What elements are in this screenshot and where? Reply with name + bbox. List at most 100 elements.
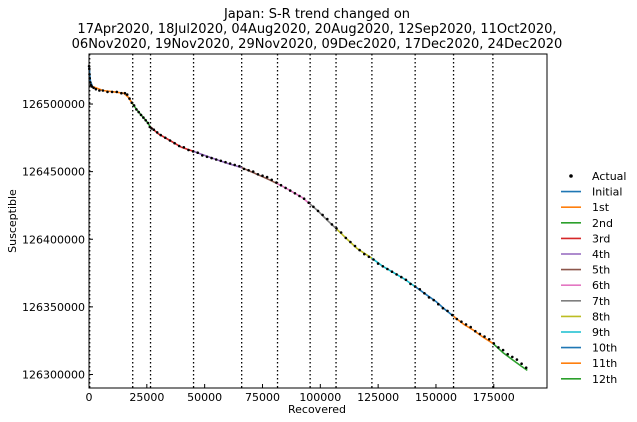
actual-point bbox=[265, 175, 269, 179]
legend-label-12th: 12th bbox=[592, 373, 617, 386]
actual-point bbox=[144, 119, 147, 122]
actual-point bbox=[177, 144, 181, 148]
y-tick-label: 126500000 bbox=[22, 98, 85, 111]
y-tick-label: 126400000 bbox=[22, 233, 85, 246]
legend-item-4th: 4th bbox=[561, 248, 610, 261]
legend-item-8th: 8th bbox=[561, 310, 610, 323]
actual-point bbox=[326, 217, 329, 221]
legend-label-10th: 10th bbox=[592, 342, 617, 355]
actual-point bbox=[381, 265, 385, 268]
series-line-11th bbox=[453, 315, 494, 345]
chart-title-line-2: 17Apr2020, 18Jul2020, 04Aug2020, 20Aug20… bbox=[77, 22, 556, 37]
actual-point bbox=[367, 255, 371, 259]
legend-label-actual: Actual bbox=[592, 170, 626, 183]
legend-item-actual: Actual bbox=[569, 170, 626, 183]
actual-point bbox=[135, 108, 138, 111]
actual-point bbox=[94, 87, 98, 91]
actual-point bbox=[497, 346, 500, 349]
actual-point bbox=[101, 89, 105, 92]
actual-point bbox=[316, 209, 320, 213]
legend-label-4th: 4th bbox=[592, 248, 610, 261]
chart-title-line-1: Japan: S-R trend changed on bbox=[223, 7, 410, 22]
actual-point bbox=[418, 288, 422, 291]
actual-point bbox=[261, 174, 264, 177]
chart-legend: Actual Initial 1st 2nd 3rd 4th 5th 6th 7th 8th 9th… bbox=[561, 170, 626, 386]
legend-label-11th: 11th bbox=[592, 357, 617, 370]
actual-point bbox=[251, 170, 255, 173]
actual-point bbox=[437, 302, 440, 306]
actual-point bbox=[256, 173, 260, 176]
actual-point bbox=[128, 97, 131, 100]
legend-item-initial: Initial bbox=[561, 186, 622, 199]
actual-point bbox=[312, 205, 315, 209]
actual-point bbox=[115, 90, 119, 94]
actual-point bbox=[159, 133, 162, 137]
actual-point bbox=[524, 366, 528, 370]
actual-point bbox=[279, 183, 283, 187]
legend-label-2nd: 2nd bbox=[592, 217, 613, 230]
actual-point bbox=[520, 362, 523, 366]
y-tick-label: 126350000 bbox=[22, 301, 85, 314]
actual-point bbox=[233, 163, 236, 167]
legend-item-7th: 7th bbox=[561, 295, 610, 308]
legend-marker-actual bbox=[569, 174, 573, 178]
actual-point bbox=[450, 313, 454, 317]
actual-point bbox=[275, 181, 278, 184]
actual-point bbox=[110, 90, 114, 94]
actual-point bbox=[400, 275, 403, 279]
actual-point bbox=[474, 329, 477, 333]
actual-point bbox=[191, 150, 195, 153]
actual-point bbox=[409, 282, 412, 286]
actual-point bbox=[88, 81, 92, 84]
actual-point bbox=[155, 131, 159, 134]
legend-item-12th: 12th bbox=[561, 373, 617, 386]
actual-point bbox=[137, 110, 140, 114]
legend-item-6th: 6th bbox=[561, 279, 610, 292]
actual-point bbox=[123, 91, 127, 95]
chart-title-line-3: 06Nov2020, 19Nov2020, 29Nov2020, 09Dec20… bbox=[72, 37, 563, 52]
actual-point bbox=[228, 162, 232, 165]
actual-point bbox=[386, 267, 389, 271]
actual-point bbox=[288, 189, 292, 192]
actual-point bbox=[120, 91, 123, 95]
actual-point bbox=[330, 223, 334, 226]
x-tick-label: 0 bbox=[86, 391, 93, 404]
actual-point bbox=[455, 317, 459, 321]
actual-point bbox=[487, 338, 491, 341]
actual-point bbox=[404, 278, 408, 282]
actual-point bbox=[168, 139, 172, 142]
actual-point bbox=[483, 335, 486, 338]
actual-point bbox=[478, 332, 482, 336]
actual-point bbox=[390, 270, 394, 274]
legend-item-2nd: 2nd bbox=[561, 217, 613, 230]
actual-point bbox=[242, 167, 246, 171]
actual-point bbox=[90, 85, 94, 88]
actual-point bbox=[201, 154, 204, 157]
series-line-5th bbox=[241, 166, 278, 185]
actual-point bbox=[298, 194, 301, 198]
actual-point bbox=[293, 192, 297, 195]
actual-point bbox=[353, 244, 357, 248]
actual-point bbox=[214, 158, 218, 161]
legend-label-3rd: 3rd bbox=[592, 232, 610, 245]
actual-point bbox=[247, 169, 250, 172]
actual-point bbox=[210, 156, 213, 160]
actual-point bbox=[205, 155, 209, 159]
actual-point bbox=[142, 116, 145, 119]
series-line-12th bbox=[492, 342, 528, 372]
actual-point bbox=[182, 146, 186, 149]
actual-point bbox=[224, 160, 227, 164]
legend-item-3rd: 3rd bbox=[561, 232, 610, 245]
actual-point bbox=[492, 342, 496, 345]
legend-item-1st: 1st bbox=[561, 201, 610, 214]
actual-point bbox=[238, 164, 241, 168]
actual-point bbox=[92, 86, 95, 90]
x-tick-label: 100000 bbox=[299, 391, 341, 404]
legend-item-10th: 10th bbox=[561, 342, 617, 355]
actual-point bbox=[469, 325, 473, 329]
actual-point bbox=[432, 298, 436, 302]
actual-point bbox=[321, 213, 324, 217]
actual-point bbox=[152, 128, 156, 131]
actual-point bbox=[358, 248, 361, 252]
actual-point bbox=[511, 355, 514, 359]
